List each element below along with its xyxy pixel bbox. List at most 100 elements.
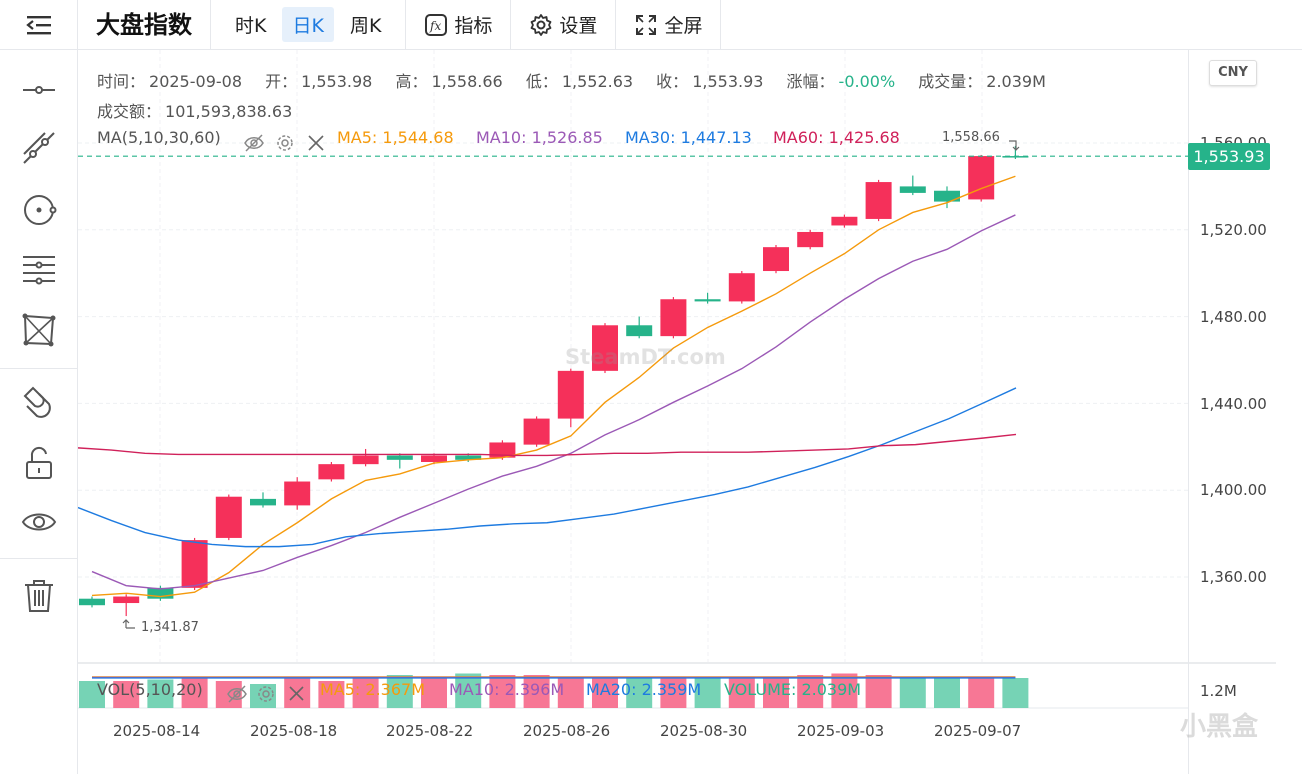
period-switcher: 时K 日K 周K — [211, 0, 407, 50]
settings-button[interactable]: 设置 — [511, 0, 617, 50]
volume-bar — [899, 678, 926, 708]
visibility-tool[interactable] — [19, 502, 59, 542]
settings-label: 设置 — [559, 15, 598, 37]
volume-bar — [113, 681, 140, 708]
candle-body — [763, 247, 789, 272]
candle-body — [352, 455, 379, 465]
y-tick-label: 1,400.00 — [1200, 481, 1267, 499]
gear-icon[interactable] — [258, 686, 274, 702]
low-label: 低： — [525, 72, 558, 91]
volume-bar — [968, 676, 995, 708]
delete-tool[interactable] — [19, 576, 59, 616]
period-hour-button[interactable]: 时K — [235, 15, 267, 37]
volume-bar — [318, 681, 345, 708]
volume-bar — [557, 676, 584, 708]
volume-bar — [489, 675, 516, 708]
volume-bar — [865, 675, 892, 708]
fibonacci-tool[interactable] — [19, 250, 59, 290]
volume-bar — [421, 676, 447, 708]
unlock-icon — [26, 446, 52, 479]
menu-toggle-button[interactable] — [0, 0, 78, 50]
ma-legend-name: MA(5,10,30,60) — [97, 128, 221, 147]
gear-icon — [531, 13, 552, 36]
circle-target-icon — [24, 195, 57, 225]
currency-badge[interactable]: CNY — [1209, 60, 1257, 86]
fullscreen-button[interactable]: 全屏 — [616, 0, 722, 50]
trend-line-tool[interactable] — [19, 128, 59, 168]
magnet-icon — [23, 386, 51, 418]
vol-ma10-legend: MA10: 2.396M — [449, 680, 565, 699]
volume-bar — [934, 676, 960, 708]
volume-label: 成交量： — [918, 72, 983, 91]
horizontal-line-tool[interactable] — [19, 70, 59, 110]
low-value: 1,552.63 — [561, 72, 634, 91]
x-tick-label: 2025-08-14 — [113, 722, 201, 740]
volume-bar — [626, 676, 653, 708]
candle-body — [318, 464, 345, 480]
close-value: 1,553.93 — [692, 72, 764, 91]
volume-bar — [763, 678, 789, 708]
low-mark-arrow — [122, 619, 135, 629]
candle-body — [660, 299, 687, 337]
volume-bar — [660, 678, 687, 708]
fullscreen-label: 全屏 — [664, 15, 703, 37]
candle-body — [421, 455, 447, 462]
eye-icon — [21, 513, 57, 531]
vol-ma20-legend: MA20: 2.359M — [586, 680, 702, 699]
candle-body — [557, 370, 584, 419]
indicator-label: 指标 — [454, 15, 493, 37]
volume-bar — [386, 675, 413, 708]
x-tick-label: 2025-08-22 — [386, 722, 474, 740]
function-icon: fx — [425, 13, 448, 36]
volume-bar — [592, 678, 618, 708]
turnover-label: 成交额： — [97, 102, 162, 121]
volume-tick-label: 1.2M — [1200, 682, 1237, 700]
high-label: 高： — [395, 72, 428, 91]
volume-bar — [1002, 678, 1029, 708]
hide-eye-icon[interactable] — [244, 134, 264, 152]
x-tick-label: 2025-08-26 — [523, 722, 611, 740]
period-day-button[interactable]: 日K — [282, 7, 334, 42]
close-icon[interactable] — [308, 135, 324, 151]
gear-icon[interactable] — [277, 135, 293, 151]
volume-value: 2.039M — [986, 72, 1046, 91]
candle-body — [728, 273, 755, 302]
parallel-lines-icon — [23, 256, 55, 285]
volume-bar — [694, 676, 721, 708]
turnover-value: 101,593,838.63 — [165, 102, 293, 121]
time-value: 2025-09-08 — [149, 72, 242, 91]
period-week-button[interactable]: 周K — [349, 15, 382, 37]
vol-legend-controls — [227, 685, 304, 703]
candle-body — [147, 587, 174, 599]
volume-bar — [728, 678, 755, 708]
candle-body — [592, 325, 618, 371]
candle-body — [489, 442, 516, 458]
menu-collapse-icon — [25, 15, 51, 34]
close-icon[interactable] — [289, 686, 304, 701]
high-value: 1,558.66 — [431, 72, 503, 91]
magnet-tool[interactable] — [19, 382, 59, 422]
brand-watermark: 小黑盒 — [1180, 712, 1259, 742]
y-tick-label: 1,360.00 — [1200, 568, 1267, 586]
polygon-tool[interactable] — [19, 310, 59, 350]
candle-body — [79, 598, 105, 606]
open-value: 1,553.98 — [301, 72, 373, 91]
indicator-button[interactable]: fx 指标 — [406, 0, 512, 50]
volume-bar — [455, 673, 482, 708]
vol-ma5-legend: MA5: 2.367M — [320, 680, 426, 699]
candle-body — [865, 182, 892, 219]
x-tick-label: 2025-08-18 — [250, 722, 338, 740]
volume-bar — [797, 675, 824, 708]
ma60-legend: MA60: 1,425.68 — [773, 128, 900, 147]
hide-eye-icon[interactable] — [227, 685, 247, 703]
low-mark-label: 1,341.87 — [141, 620, 199, 635]
change-value: -0.00% — [838, 72, 896, 91]
lock-tool[interactable] — [19, 444, 59, 484]
high-mark-label: 1,558.66 — [942, 130, 1000, 145]
volume-bar — [79, 681, 105, 708]
price-axis[interactable] — [1188, 50, 1302, 774]
ma10-legend: MA10: 1,526.85 — [476, 128, 603, 147]
ma10-line — [91, 214, 1016, 590]
circle-tool[interactable] — [19, 190, 59, 230]
